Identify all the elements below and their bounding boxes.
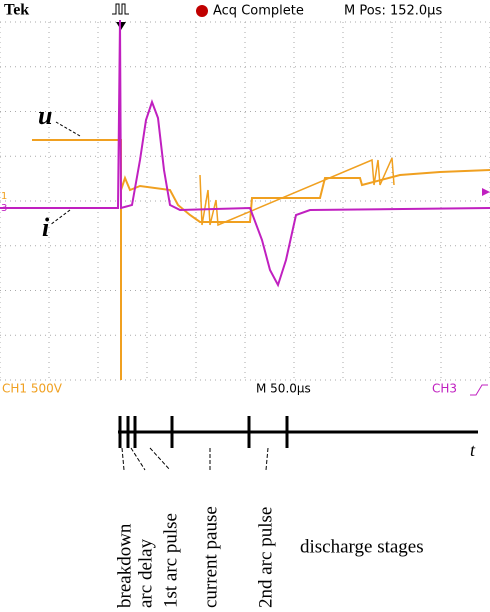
t-label: t <box>470 440 476 460</box>
trigger-icon <box>112 4 129 14</box>
brand: Tek <box>4 2 29 19</box>
i-leader <box>50 210 70 225</box>
ch3-marker: 3 <box>1 203 7 214</box>
acq-status: Acq Complete <box>213 4 304 19</box>
ch1-setting: CH1 500V <box>2 382 63 396</box>
caption: discharge stages <box>300 536 424 557</box>
position: M Pos: 152.0µs <box>344 4 442 19</box>
ch1-marker: 1 <box>1 191 7 202</box>
grid <box>0 22 490 380</box>
ch3-setting: CH3 <box>432 382 457 396</box>
acq-dot <box>196 5 208 17</box>
trigger-slope <box>470 385 488 395</box>
stage-labels: breakdown arc delay 1st arc pulse curren… <box>114 506 276 608</box>
stage-label: breakdown <box>114 523 135 608</box>
stage-label: 1st arc pulse <box>160 513 181 608</box>
timeline <box>118 416 478 448</box>
stage-label: arc delay <box>135 538 156 608</box>
stage-label: current pause <box>200 506 221 608</box>
i-label: i <box>42 213 50 242</box>
timebase: M 50.0µs <box>256 382 311 396</box>
stage-leaders <box>122 448 268 470</box>
ref-marker <box>482 188 490 196</box>
stage-label: 2nd arc pulse <box>255 507 276 608</box>
u-label: u <box>38 101 52 130</box>
voltage-trace <box>32 140 490 380</box>
u-leader <box>56 122 80 136</box>
page: Tek Acq Complete M Pos: 152.0µs u i 1 3 … <box>0 0 490 612</box>
